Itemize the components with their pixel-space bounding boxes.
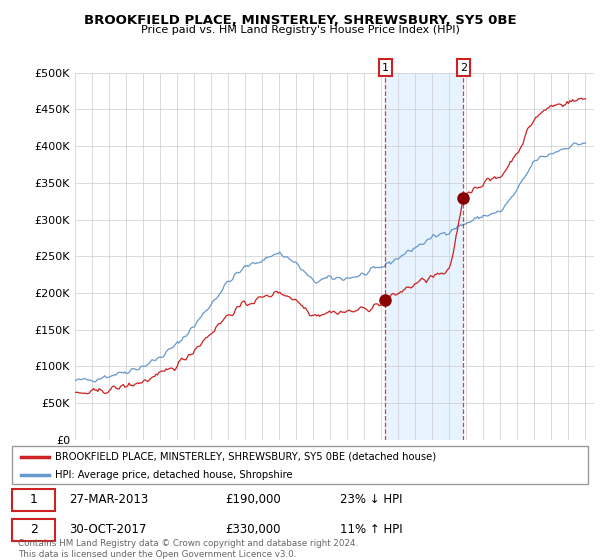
Text: £190,000: £190,000 <box>225 493 281 506</box>
FancyBboxPatch shape <box>12 489 55 511</box>
Text: £330,000: £330,000 <box>225 524 281 536</box>
Text: 1: 1 <box>382 63 389 73</box>
FancyBboxPatch shape <box>12 446 588 484</box>
Text: HPI: Average price, detached house, Shropshire: HPI: Average price, detached house, Shro… <box>55 470 293 480</box>
FancyBboxPatch shape <box>12 519 55 541</box>
Text: Contains HM Land Registry data © Crown copyright and database right 2024.
This d: Contains HM Land Registry data © Crown c… <box>18 539 358 559</box>
Text: BROOKFIELD PLACE, MINSTERLEY, SHREWSBURY, SY5 0BE: BROOKFIELD PLACE, MINSTERLEY, SHREWSBURY… <box>83 14 517 27</box>
Text: 27-MAR-2013: 27-MAR-2013 <box>70 493 149 506</box>
Text: 2: 2 <box>29 524 38 536</box>
Text: 30-OCT-2017: 30-OCT-2017 <box>70 524 147 536</box>
Text: Price paid vs. HM Land Registry's House Price Index (HPI): Price paid vs. HM Land Registry's House … <box>140 25 460 35</box>
Bar <box>385 73 463 440</box>
Text: 1: 1 <box>29 493 38 506</box>
Text: 11% ↑ HPI: 11% ↑ HPI <box>340 524 403 536</box>
Text: 23% ↓ HPI: 23% ↓ HPI <box>340 493 403 506</box>
Text: 2: 2 <box>460 63 467 73</box>
Text: BROOKFIELD PLACE, MINSTERLEY, SHREWSBURY, SY5 0BE (detached house): BROOKFIELD PLACE, MINSTERLEY, SHREWSBURY… <box>55 452 436 462</box>
